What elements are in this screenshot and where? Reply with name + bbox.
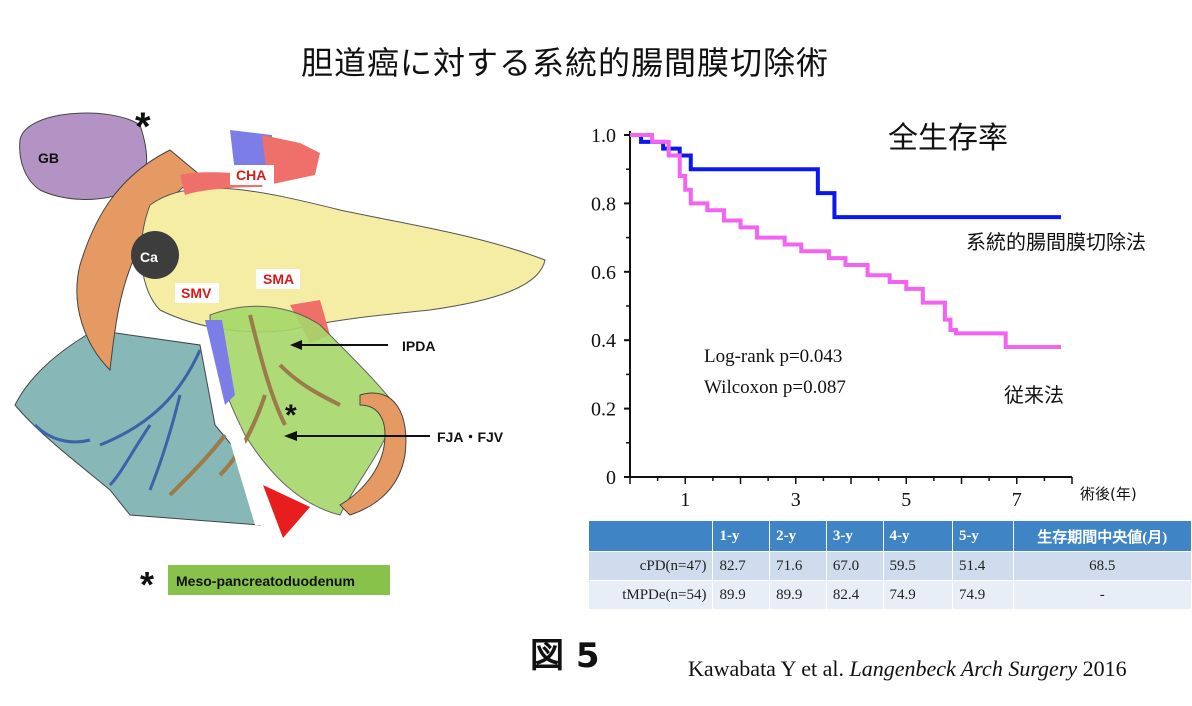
y-tick-label: 0.4 — [591, 330, 616, 352]
y-tick-label: 1.0 — [591, 125, 616, 147]
pointer-fja — [284, 431, 430, 441]
table-cell: 89.9 — [769, 580, 827, 610]
anatomy-illustration: GB Ca CHA SMV SMA * * IPDA FJA・FJV * — [14, 105, 546, 605]
tumor — [131, 231, 179, 279]
table-cell: 82.7 — [712, 551, 771, 581]
table-row: cPD(n=47) 82.7 71.6 67.0 59.5 51.4 68.5 — [587, 551, 1192, 581]
citation-authors: Kawabata Y et al. — [688, 656, 844, 681]
meso-pancreatoduodenum — [209, 305, 396, 516]
series-label-conventional: 従来法 — [1004, 383, 1064, 407]
annotation-wilcoxon: Wilcoxon p=0.087 — [704, 377, 846, 398]
legend-asterisk: * — [140, 564, 154, 605]
label-ipda: IPDA — [402, 338, 435, 354]
table-header-cell — [587, 520, 714, 552]
table-cell: 89.9 — [712, 580, 771, 610]
x-tick-label: 1 — [680, 489, 690, 511]
table-cell: 68.5 — [1012, 551, 1192, 581]
chart-title: 全生存率 — [888, 121, 1008, 156]
citation-journal: Langenbeck Arch Surgery — [849, 656, 1078, 681]
label-gb: GB — [38, 150, 59, 166]
legend-swatch — [168, 565, 390, 595]
table-cell: 59.5 — [882, 551, 953, 581]
table-header-row: 1-y 2-y 3-y 4-y 5-y 生存期間中央値(月) — [587, 520, 1192, 552]
table-cell: 71.6 — [769, 551, 827, 581]
table-cell: cPD(n=47) — [587, 551, 714, 581]
survival-table: 1-y 2-y 3-y 4-y 5-y 生存期間中央値(月) cPD(n=47)… — [587, 520, 1192, 610]
x-tick-label: 3 — [791, 489, 801, 511]
table-row: tMPDe(n=54) 89.9 89.9 82.4 74.9 74.9 - — [587, 580, 1192, 610]
annotation-logrank: Log-rank p=0.043 — [704, 346, 842, 367]
celiac-artery — [262, 135, 320, 185]
table-header-cell: 生存期間中央値(月) — [1012, 520, 1192, 552]
table-cell: 74.9 — [951, 580, 1014, 610]
table-header-cell: 2-y — [769, 520, 827, 552]
table-cell: 67.0 — [825, 551, 884, 581]
label-cha: CHA — [236, 167, 266, 183]
table-cell: tMPDe(n=54) — [587, 580, 714, 610]
series-label-mesenterectomy: 系統的腸間膜切除法 — [966, 230, 1146, 254]
table-cell: 51.4 — [951, 551, 1014, 581]
citation-year: 2016 — [1082, 656, 1127, 681]
label-ca: Ca — [140, 249, 158, 265]
jejunum — [339, 392, 407, 516]
celiac-vein — [230, 130, 272, 175]
figure-label: 図 5 — [530, 636, 600, 676]
y-tick-label: 0.8 — [591, 193, 616, 215]
meso-asterisk: * — [285, 399, 297, 432]
series-line-conventional — [630, 133, 1061, 350]
table-header-cell: 5-y — [951, 520, 1014, 552]
pointer-ipda — [290, 340, 388, 350]
legend-text: Meso-pancreatoduodenum — [176, 573, 355, 589]
jejunal-vessels — [168, 314, 341, 497]
table-header-cell: 1-y — [712, 520, 771, 552]
survival-chart: 全生存率 0 0.2 0.4 0.6 0.8 1.0 1 3 5 7 術後(年) 系統的腸間膜切除法… — [591, 121, 1146, 511]
top-asterisk: * — [135, 105, 151, 149]
table-cell: 74.9 — [882, 580, 953, 610]
smv-vein — [205, 320, 235, 405]
x-axis-label: 術後(年) — [1080, 485, 1137, 503]
table-cell: - — [1012, 580, 1192, 610]
x-tick-label: 5 — [901, 489, 911, 511]
mesenteric-vessels — [33, 349, 202, 491]
pancreas — [140, 187, 546, 333]
table-header-cell: 3-y — [825, 520, 884, 552]
red-arrowhead — [263, 485, 310, 538]
citation: Kawabata Y et al. Langenbeck Arch Surger… — [688, 656, 1127, 682]
label-sma: SMA — [263, 271, 294, 287]
x-tick-label: 7 — [1012, 489, 1022, 511]
table-header-cell: 4-y — [882, 520, 953, 552]
series-line-mesenterectomy — [630, 133, 1061, 220]
y-tick-label: 0 — [606, 467, 616, 489]
y-tick-label: 0.6 — [591, 262, 616, 284]
label-fja-fjv: FJA・FJV — [437, 429, 504, 445]
table-cell: 82.4 — [825, 580, 884, 610]
label-smv: SMV — [181, 285, 212, 301]
page-title: 胆道癌に対する系統的腸間膜切除術 — [300, 44, 829, 82]
y-tick-label: 0.2 — [591, 399, 616, 421]
